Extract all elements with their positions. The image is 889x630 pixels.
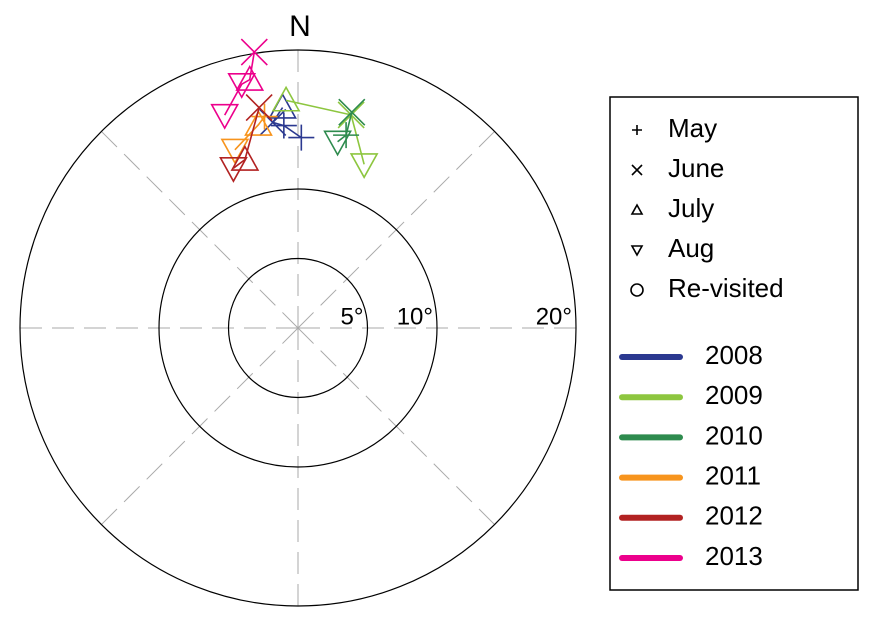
legend-label: Re-visited bbox=[668, 273, 784, 303]
legend-label: 2009 bbox=[705, 380, 763, 410]
legend-label: Aug bbox=[668, 233, 714, 263]
ring bbox=[158, 188, 438, 468]
marker bbox=[244, 110, 273, 136]
ring bbox=[19, 49, 577, 607]
legend-symbol bbox=[630, 283, 644, 297]
series-line bbox=[223, 51, 256, 116]
legend-symbol bbox=[631, 164, 643, 176]
legend-label: July bbox=[668, 193, 714, 223]
legend-label: 2010 bbox=[705, 420, 763, 450]
marker bbox=[271, 85, 301, 112]
legend-box bbox=[609, 96, 859, 591]
marker bbox=[235, 65, 265, 91]
legend-label: June bbox=[668, 153, 724, 183]
legend-symbol bbox=[632, 125, 642, 135]
series-line bbox=[271, 107, 302, 139]
marker bbox=[323, 130, 352, 157]
marker bbox=[210, 103, 240, 130]
marker bbox=[227, 73, 257, 99]
legend-label: 2013 bbox=[705, 541, 763, 571]
r-tick-label: 5° bbox=[341, 303, 364, 330]
marker bbox=[349, 153, 379, 179]
legend-label: 2012 bbox=[705, 501, 763, 531]
marker bbox=[220, 138, 250, 165]
marker bbox=[240, 38, 268, 66]
marker bbox=[270, 112, 297, 139]
marker bbox=[245, 94, 273, 122]
marker bbox=[338, 98, 366, 126]
north-label: N bbox=[289, 10, 311, 43]
marker bbox=[288, 124, 315, 151]
r-tick-label: 10° bbox=[397, 303, 433, 330]
marker bbox=[333, 122, 360, 149]
ring bbox=[227, 257, 369, 399]
marker bbox=[219, 156, 248, 183]
r-tick-label: 20° bbox=[536, 303, 572, 330]
legend-label: 2011 bbox=[705, 460, 761, 490]
legend-symbol bbox=[630, 203, 644, 215]
legend-label: 2008 bbox=[705, 340, 763, 370]
legend-symbol bbox=[630, 245, 644, 257]
legend-label: May bbox=[668, 113, 717, 143]
